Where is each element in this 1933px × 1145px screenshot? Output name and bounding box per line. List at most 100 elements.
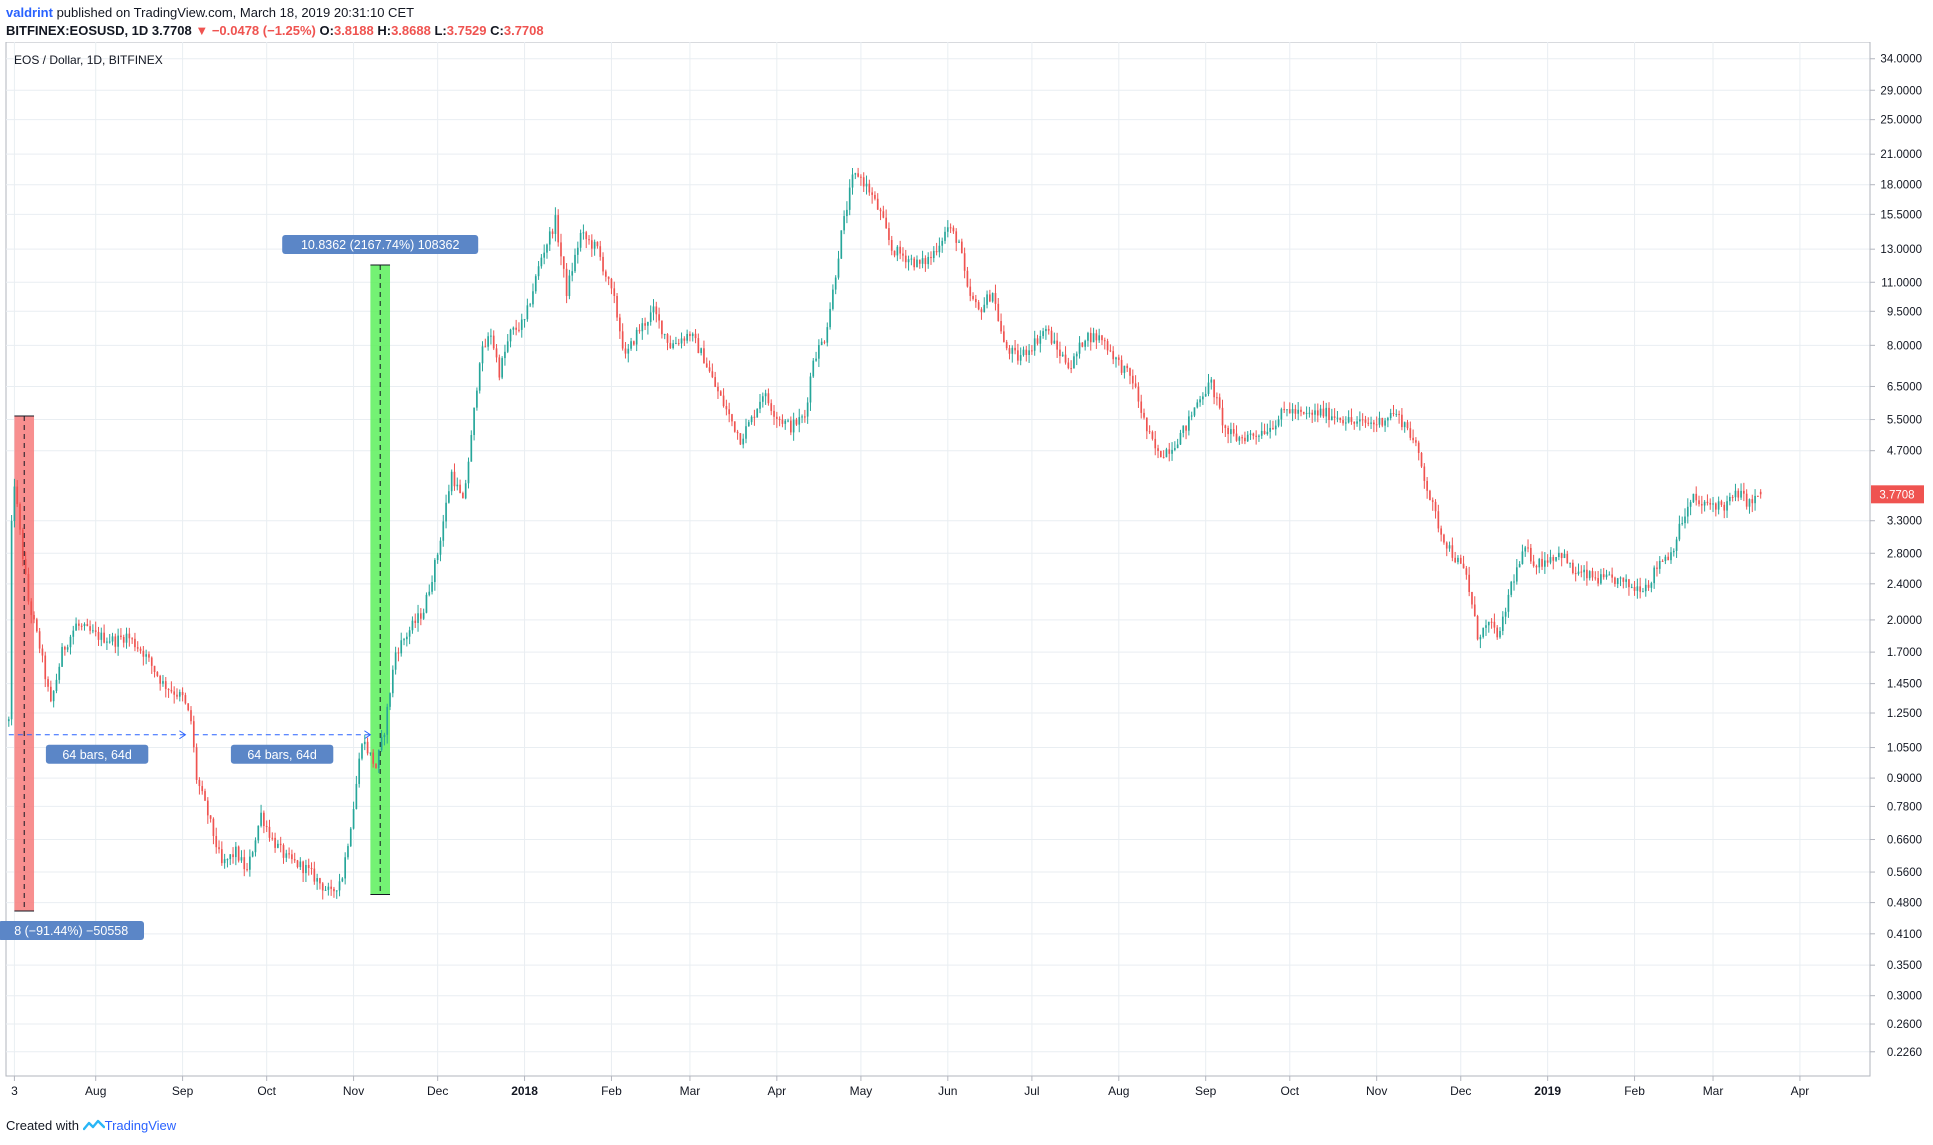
candle: [1588, 570, 1591, 581]
candle: [1703, 500, 1706, 512]
candle: [834, 275, 837, 295]
candle: [815, 351, 817, 362]
candle: [271, 832, 274, 841]
x-tick-label: Aug: [85, 1084, 106, 1098]
candle: [176, 688, 178, 700]
candle: [1185, 425, 1187, 440]
candle: [767, 388, 770, 406]
candle: [1314, 403, 1316, 422]
candle: [1726, 495, 1728, 518]
candle: [1734, 483, 1737, 502]
candle: [1529, 543, 1532, 564]
candle: [1356, 416, 1358, 427]
candle: [1630, 583, 1633, 589]
measure-range-up[interactable]: [370, 265, 391, 895]
candle: [361, 743, 363, 761]
candle: [1580, 565, 1583, 578]
candle: [1036, 334, 1039, 346]
x-tick-label: Sep: [1195, 1084, 1217, 1098]
bar-count-label: 64 bars, 64d: [45, 744, 149, 764]
price-axis[interactable]: 34.0000 29.0000 25.0000 21.0000 18.0000 15.50…: [1870, 54, 1924, 1059]
tradingview-brand[interactable]: TradingView: [104, 1118, 177, 1133]
candle: [1605, 569, 1608, 580]
candle: [1174, 441, 1176, 452]
candle: [492, 330, 495, 351]
candle: [818, 339, 820, 368]
candle: [669, 335, 672, 350]
candle: [1089, 327, 1092, 351]
candle: [164, 676, 167, 698]
candle: [1238, 435, 1241, 445]
candle: [1011, 345, 1014, 363]
candle: [921, 250, 924, 269]
candle: [1305, 406, 1308, 420]
candle: [192, 715, 195, 753]
candle: [700, 347, 702, 356]
candle: [400, 632, 403, 657]
y-tick-label: 1.7000: [1887, 647, 1922, 659]
candle: [1496, 625, 1499, 640]
candle: [1308, 406, 1311, 418]
candle: [927, 252, 930, 269]
candle: [916, 255, 918, 268]
candle: [554, 207, 557, 242]
candle: [764, 389, 767, 405]
candle: [579, 229, 582, 252]
candle: [652, 299, 655, 321]
created-with-text: Created with: [6, 1118, 79, 1133]
candle: [1499, 627, 1501, 639]
candle: [649, 305, 652, 326]
candle: [347, 843, 349, 860]
candle: [918, 259, 921, 269]
candle: [456, 477, 459, 491]
candle: [490, 328, 492, 345]
chart-frame: [5, 42, 1871, 1077]
y-tick-label: 2.4000: [1887, 579, 1922, 591]
candle: [596, 241, 599, 249]
candle: [1670, 547, 1672, 564]
candle: [1162, 450, 1165, 459]
candle: [212, 817, 215, 845]
candle: [1266, 423, 1269, 436]
candle: [1700, 495, 1703, 514]
candle: [958, 239, 960, 243]
candle: [708, 360, 711, 373]
candle: [1608, 571, 1611, 576]
tradingview-logo-icon: [82, 1119, 105, 1134]
candle: [812, 358, 815, 378]
candle: [1656, 561, 1658, 577]
candle: [355, 775, 358, 810]
candle: [1642, 587, 1644, 593]
time-axis[interactable]: 3 Aug Sep Oct Nov Dec 2018 Feb Mar Apr May Jun Jul Au…: [11, 1076, 1809, 1098]
candle: [251, 850, 254, 858]
candle: [1145, 417, 1148, 440]
candle: [265, 820, 268, 833]
author-link[interactable]: valdrint: [6, 5, 53, 20]
candle: [619, 313, 621, 339]
candle: [338, 873, 341, 897]
published-text: published on TradingView.com, March 18, …: [52, 5, 415, 20]
price-chart[interactable]: 8 (−91.44%) −50558 10.8362 (2167.74%) 108…: [0, 42, 1933, 1112]
candle: [1647, 580, 1650, 591]
measurement-tools[interactable]: [8, 264, 391, 912]
candle: [279, 836, 282, 853]
candle: [425, 592, 428, 614]
candle: [1664, 554, 1667, 565]
candle: [285, 849, 288, 863]
candle: [770, 399, 773, 416]
candle: [52, 690, 55, 708]
candle: [1294, 404, 1297, 419]
y-tick-label: 1.2500: [1887, 708, 1922, 720]
candle: [1597, 570, 1599, 587]
candle: [565, 263, 568, 304]
candle: [506, 334, 509, 354]
y-tick-label: 3.3000: [1887, 516, 1922, 528]
y-tick-label: 0.4800: [1887, 898, 1922, 910]
candle: [1650, 581, 1653, 593]
candle: [809, 372, 812, 411]
candle: [1681, 516, 1684, 526]
candle: [778, 416, 781, 427]
candle: [1510, 580, 1513, 598]
x-tick-label: 2019: [1534, 1084, 1561, 1098]
candle: [1059, 341, 1061, 364]
